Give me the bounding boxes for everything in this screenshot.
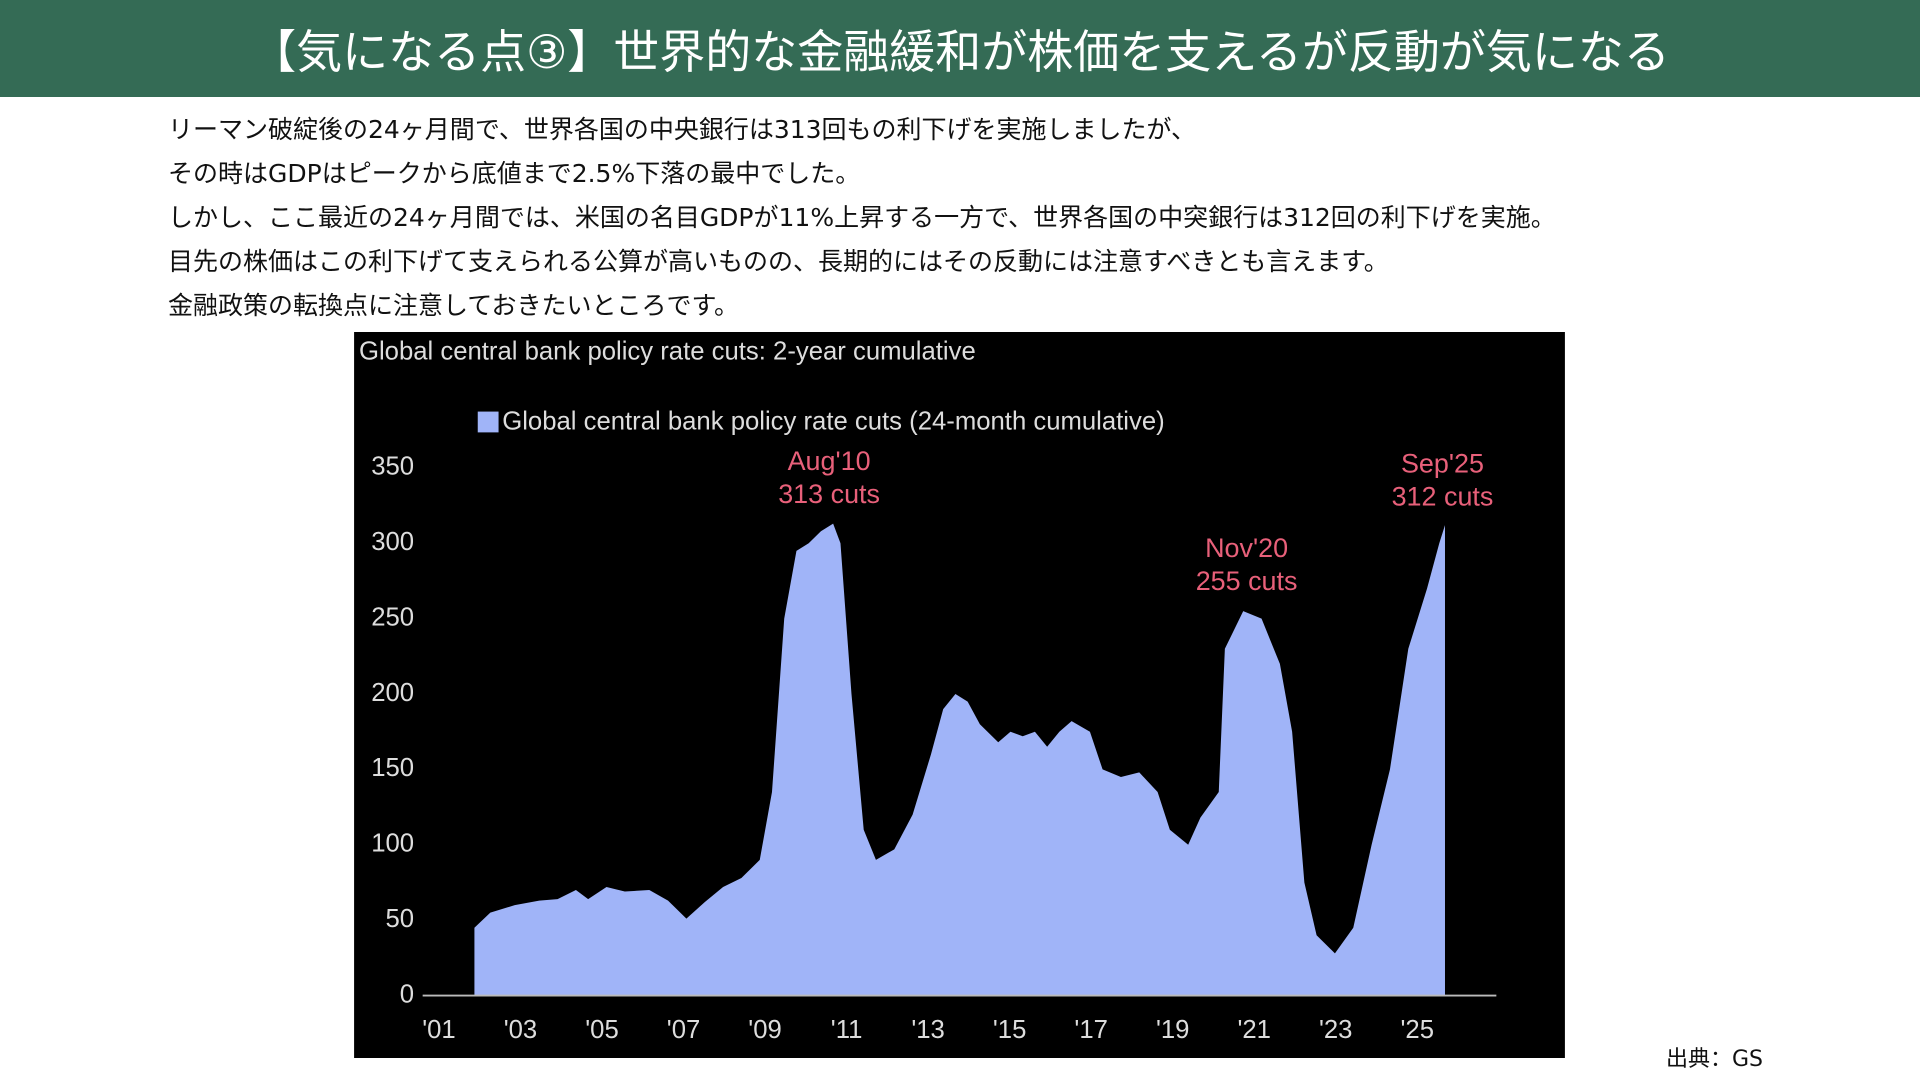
y-tick-label: 150 <box>371 754 414 782</box>
y-tick-label: 350 <box>371 453 414 481</box>
x-tick-label: '09 <box>748 1016 781 1044</box>
annotation: 313 cuts <box>778 479 880 509</box>
body-line: その時はGDPはピークから底値まで2.5%下落の最中でした。 <box>168 159 861 188</box>
y-tick-label: 100 <box>371 830 414 858</box>
body-line: 目先の株価はこの利下げて支えられる公算が高いものの、長期的にはその反動には注意す… <box>168 247 1389 276</box>
y-tick-label: 250 <box>371 603 414 631</box>
chart: Global central bank policy rate cuts: 2-… <box>354 332 1565 1058</box>
x-tick-label: '01 <box>422 1016 455 1044</box>
source: 出典：GS <box>1666 1047 1764 1072</box>
annotation: 255 cuts <box>1196 566 1298 596</box>
x-tick-label: '21 <box>1237 1016 1270 1044</box>
chart-title: Global central bank policy rate cuts: 2-… <box>359 338 976 366</box>
y-tick-label: 200 <box>371 679 414 707</box>
x-tick-label: '05 <box>585 1016 618 1044</box>
area <box>474 523 1445 996</box>
body-text: リーマン破綻後の24ヶ月間で、世界各国の中央銀行は313回もの利下げを実施しまし… <box>168 108 1556 328</box>
x-tick-label: '03 <box>504 1016 537 1044</box>
legend-label: Global central bank policy rate cuts (24… <box>502 407 1164 435</box>
annotation: Sep'25 <box>1401 449 1484 479</box>
y-tick-label: 0 <box>400 980 414 1008</box>
header-title: 【気になる点③】世界的な金融緩和が株価を支えるが反動が気になる <box>0 0 1920 97</box>
legend-swatch <box>477 411 499 433</box>
y-tick-label: 50 <box>386 905 415 933</box>
body-line: しかし、ここ最近の24ヶ月間では、米国の名目GDPが11%上昇する一方で、世界各… <box>168 203 1556 232</box>
x-tick-label: '13 <box>911 1016 944 1044</box>
body-line: 金融政策の転換点に注意しておきたいところです。 <box>168 291 740 320</box>
annotation: 312 cuts <box>1392 482 1494 512</box>
annotation: Nov'20 <box>1205 533 1288 563</box>
x-tick-label: '11 <box>831 1016 863 1044</box>
annotation: Aug'10 <box>788 446 871 476</box>
x-tick-label: '25 <box>1401 1016 1434 1044</box>
body-line: リーマン破綻後の24ヶ月間で、世界各国の中央銀行は313回もの利下げを実施しまし… <box>168 115 1197 144</box>
x-tick-label: '15 <box>993 1016 1026 1044</box>
x-tick-label: '17 <box>1074 1016 1107 1044</box>
x-tick-label: '07 <box>667 1016 700 1044</box>
y-tick-label: 300 <box>371 528 414 556</box>
x-tick-label: '23 <box>1319 1016 1352 1044</box>
x-tick-label: '19 <box>1156 1016 1189 1044</box>
